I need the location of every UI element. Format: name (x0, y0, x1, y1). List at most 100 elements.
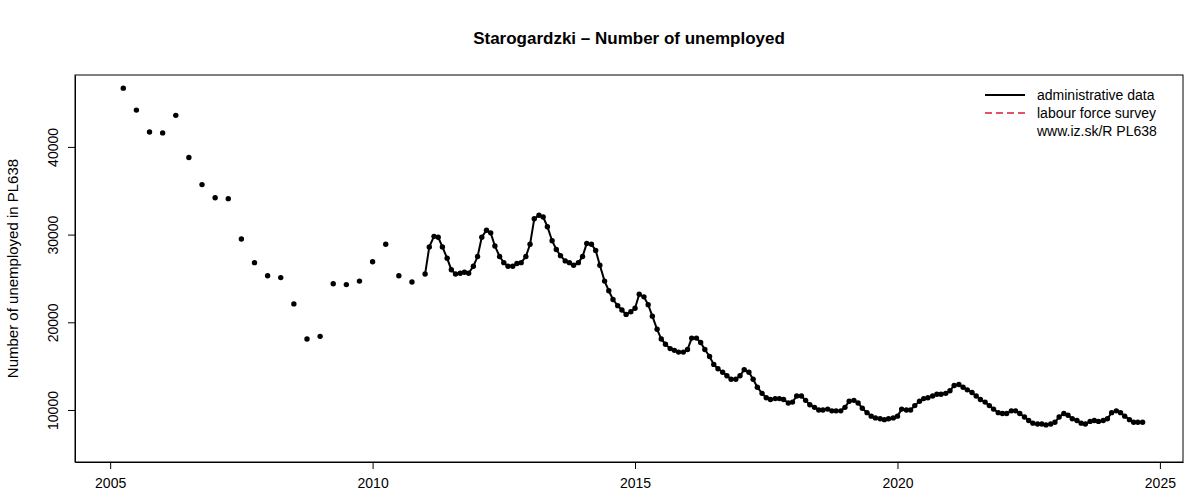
series-point (409, 279, 414, 284)
series-point (1083, 421, 1088, 426)
series-point (733, 377, 738, 382)
series-point (1043, 422, 1048, 427)
series-point (370, 259, 375, 264)
series-point (1017, 411, 1022, 416)
series-point (698, 340, 703, 345)
series-point (746, 370, 751, 375)
x-tick-mark (1160, 462, 1161, 469)
series-point (532, 216, 537, 221)
series-point (121, 85, 126, 90)
x-tick: 2025 (1145, 462, 1176, 491)
series-point (449, 267, 454, 272)
series-point (838, 408, 843, 413)
series-point (799, 393, 804, 398)
series-point (239, 236, 244, 241)
x-tick-mark (373, 462, 374, 469)
series-point (969, 390, 974, 395)
series-point (991, 406, 996, 411)
series-point (864, 410, 869, 415)
series-point (1065, 413, 1070, 418)
series-point (711, 362, 716, 367)
series-point (427, 244, 432, 249)
series-point (650, 313, 655, 318)
series-point (497, 254, 502, 259)
series-point (978, 397, 983, 402)
y-tick-mark (68, 147, 75, 148)
series-point (899, 406, 904, 411)
series-point (623, 312, 628, 317)
series-point (768, 397, 773, 402)
y-tick: 10000 (45, 391, 75, 430)
series-point (715, 366, 720, 371)
y-tick-label: 30000 (45, 215, 61, 254)
series-point (576, 260, 581, 265)
series-point (951, 383, 956, 388)
y-tick: 30000 (45, 215, 75, 254)
series-point (518, 260, 523, 265)
series-point (173, 113, 178, 118)
series-point (925, 395, 930, 400)
series-point (199, 182, 204, 187)
series-point (479, 235, 484, 240)
series-point (278, 275, 283, 280)
series-point (908, 407, 913, 412)
series-point (1135, 420, 1140, 425)
x-tick-mark (110, 462, 111, 469)
series-point (1118, 410, 1123, 415)
series-point (593, 248, 598, 253)
series-point (755, 384, 760, 389)
series-point (344, 282, 349, 287)
series-point (558, 253, 563, 258)
plot-frame (75, 75, 1183, 462)
series-point (160, 130, 165, 135)
series-point (676, 349, 681, 354)
series-point (265, 273, 270, 278)
series-point (1140, 420, 1145, 425)
legend-swatch (985, 112, 1025, 114)
series-point (1056, 414, 1061, 419)
series-point (147, 129, 152, 134)
series-point (790, 399, 795, 404)
series-point (1096, 419, 1101, 424)
series-point (615, 303, 620, 308)
series-point (317, 334, 322, 339)
series-point (895, 413, 900, 418)
x-tick-label: 2005 (95, 475, 126, 491)
series-point (436, 235, 441, 240)
series-point (597, 263, 602, 268)
series-point (742, 367, 747, 372)
series-point (759, 391, 764, 396)
series-point (637, 292, 642, 297)
x-tick-mark (897, 462, 898, 469)
series-point (226, 196, 231, 201)
series-point (1070, 416, 1075, 421)
series-point (820, 407, 825, 412)
series-point (728, 377, 733, 382)
series-point (606, 288, 611, 293)
series-point (252, 260, 257, 265)
series-point (383, 242, 388, 247)
series-point (545, 224, 550, 229)
series-point (134, 107, 139, 112)
y-tick-mark (68, 235, 75, 236)
series-point (724, 373, 729, 378)
series-point (466, 270, 471, 275)
series-point (794, 393, 799, 398)
series-point (422, 271, 427, 276)
x-tick: 2005 (95, 462, 126, 491)
series-point (304, 336, 309, 341)
series-point (186, 155, 191, 160)
series-point (628, 309, 633, 314)
series-point (549, 238, 554, 243)
title: Starogardzki – Number of unemployed (473, 29, 785, 48)
series-point (694, 335, 699, 340)
series-point (938, 392, 943, 397)
y-tick-mark (68, 410, 75, 411)
series-point (580, 254, 585, 259)
series-point (965, 387, 970, 392)
x-tick-label: 2020 (882, 475, 913, 491)
series-point (589, 242, 594, 247)
x-tick: 2020 (882, 462, 913, 491)
series-point (947, 388, 952, 393)
y-tick-label: 10000 (45, 391, 61, 430)
